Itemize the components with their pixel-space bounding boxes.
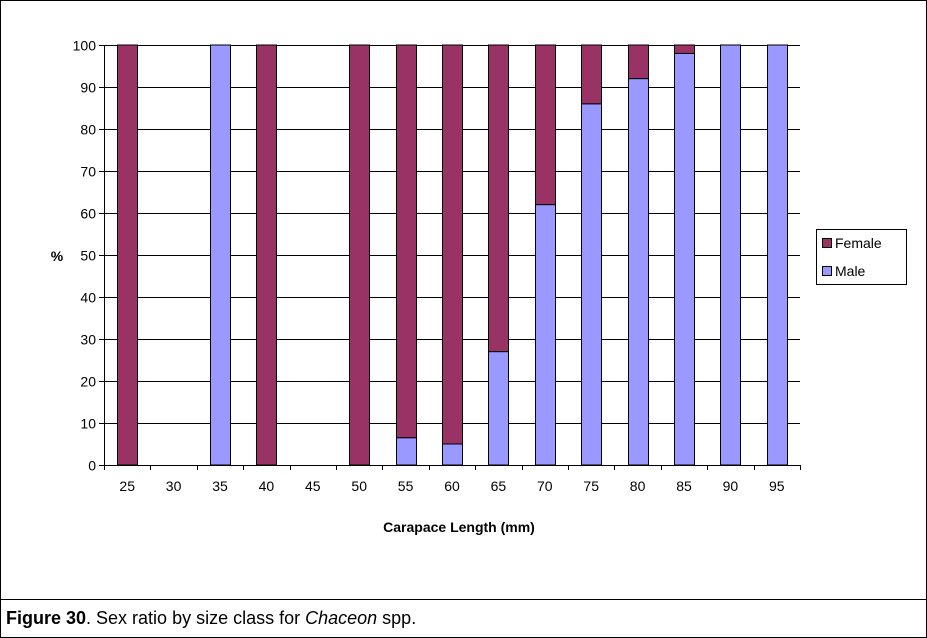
bar-female-25	[117, 44, 138, 466]
legend-swatch-male	[822, 266, 832, 276]
x-tick-label: 40	[259, 478, 275, 494]
x-tick-label: 25	[119, 478, 135, 494]
bar-male-65	[488, 351, 509, 466]
x-tick-label: 85	[676, 478, 692, 494]
chart-legend: Female Male	[816, 229, 907, 285]
x-tick-label: 75	[583, 478, 599, 494]
figure-number: Figure 30	[6, 608, 87, 628]
y-tick-label: 60	[80, 206, 96, 222]
x-tick-label: 90	[723, 478, 739, 494]
bar-male-75	[581, 103, 602, 466]
x-tick-label: 70	[537, 478, 553, 494]
y-tick-label: 10	[80, 416, 96, 432]
bar-male-90	[720, 44, 741, 466]
bar-male-70	[535, 204, 556, 466]
y-tick-label: 40	[80, 290, 96, 306]
figure-caption: Figure 30. Sex ratio by size class for C…	[6, 608, 416, 629]
x-tick-label: 35	[212, 478, 228, 494]
x-tick-label: 55	[398, 478, 414, 494]
legend-label-male: Male	[835, 263, 866, 279]
y-tick-label: 70	[80, 164, 96, 180]
caption-text-end: spp.	[377, 608, 417, 628]
legend-swatch-female	[822, 238, 832, 248]
x-tick-label: 60	[444, 478, 460, 494]
y-tick-label: 100	[73, 38, 97, 54]
caption-box: Figure 30. Sex ratio by size class for C…	[0, 599, 927, 638]
bar-female-60	[442, 44, 463, 445]
y-tick-label: 80	[80, 122, 96, 138]
legend-item-male: Male	[822, 261, 865, 281]
bar-female-75	[581, 44, 602, 105]
x-tick-label: 80	[630, 478, 646, 494]
bar-male-85	[674, 52, 695, 466]
x-tick-label: 30	[166, 478, 182, 494]
bar-male-80	[628, 78, 649, 466]
y-axis-title: %	[51, 248, 64, 264]
x-tick-label: 45	[305, 478, 321, 494]
bar-female-55	[396, 44, 417, 439]
bar-female-65	[488, 44, 509, 353]
chart-plot: 0 10 20 30 40 50 60 70 80 90 100 25 30 35 40 45 50 55 60 65…	[51, 38, 801, 535]
bar-female-40	[256, 44, 277, 466]
bar-male-55	[396, 437, 417, 466]
legend-item-female: Female	[822, 233, 882, 253]
bar-male-95	[767, 44, 788, 466]
x-axis-title: Carapace Length (mm)	[383, 519, 535, 535]
caption-species: Chaceon	[305, 608, 378, 628]
x-tick-label: 95	[769, 478, 785, 494]
bar-male-35	[210, 44, 231, 466]
bar-female-70	[535, 44, 556, 206]
x-tick-label: 50	[351, 478, 367, 494]
bar-male-60	[442, 443, 463, 466]
y-tick-label: 0	[88, 458, 96, 474]
x-tick-label: 65	[491, 478, 507, 494]
bar-female-85	[674, 44, 695, 54]
caption-text: . Sex ratio by size class for	[86, 608, 306, 628]
y-tick-label: 30	[80, 332, 96, 348]
y-tick-label: 50	[80, 248, 96, 264]
bar-female-80	[628, 44, 649, 80]
legend-label-female: Female	[835, 235, 882, 251]
y-tick-label: 20	[80, 374, 96, 390]
y-tick-label: 90	[80, 80, 96, 96]
bar-female-50	[349, 44, 370, 466]
